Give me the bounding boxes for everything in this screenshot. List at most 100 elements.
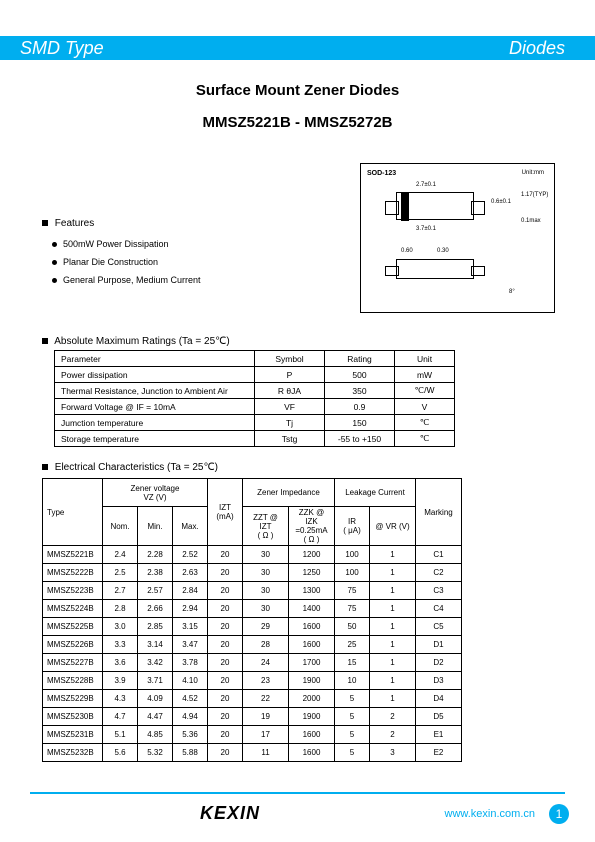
table-cell: 0.9	[325, 399, 395, 415]
feature-item: Planar Die Construction	[42, 257, 201, 267]
table-cell: Tj	[255, 415, 325, 431]
package-unit: Unit:mm	[522, 170, 544, 176]
table-row: MMSZ5226B3.33.143.4720281600251D1	[43, 636, 462, 654]
col-nom: Nom.	[103, 507, 138, 546]
table-row: Thermal Resistance, Junction to Ambient …	[55, 383, 455, 399]
col-ir: IR ( μA)	[335, 507, 370, 546]
table-cell: 1	[370, 654, 416, 672]
cathode-band	[401, 193, 409, 221]
table-cell: 1900	[289, 672, 335, 690]
table-cell: 20	[208, 690, 243, 708]
table-cell: 2.38	[138, 564, 173, 582]
table-cell: 500	[325, 367, 395, 383]
dim-h2: 1.17(TYP)	[521, 192, 548, 198]
table-cell: 2.8	[103, 600, 138, 618]
dim-w1: 2.7±0.1	[416, 182, 436, 188]
table-cell: D5	[416, 708, 462, 726]
table-cell: 1250	[289, 564, 335, 582]
col-unit: Unit	[395, 351, 455, 367]
table-cell: D1	[416, 636, 462, 654]
table-cell: 75	[335, 582, 370, 600]
table-cell: 75	[335, 600, 370, 618]
table-cell: 5	[335, 690, 370, 708]
dim-h1: 0.6±0.1	[491, 199, 511, 205]
table-cell: MMSZ5227B	[43, 654, 103, 672]
title-line-2: MMSZ5221B - MMSZ5272B	[0, 114, 595, 131]
table-cell: 20	[208, 600, 243, 618]
footer-divider	[30, 792, 565, 794]
ec-heading: Electrical Characteristics (Ta = 25℃)	[42, 462, 218, 473]
table-cell: 1	[370, 690, 416, 708]
table-cell: 5.32	[138, 744, 173, 762]
table-cell: 3.0	[103, 618, 138, 636]
table-cell: 20	[208, 744, 243, 762]
table-cell: Thermal Resistance, Junction to Ambient …	[55, 383, 255, 399]
title-line-1: Surface Mount Zener Diodes	[0, 82, 595, 99]
table-cell: 19	[243, 708, 289, 726]
round-bullet-icon	[52, 260, 57, 265]
table-cell: 2.66	[138, 600, 173, 618]
dim-b: 0.30	[437, 248, 449, 254]
table-cell: 20	[208, 726, 243, 744]
table-row: MMSZ5221B2.42.282.52203012001001C1	[43, 546, 462, 564]
table-cell: MMSZ5222B	[43, 564, 103, 582]
table-cell: 4.47	[138, 708, 173, 726]
table-row: MMSZ5231B5.14.855.362017160052E1	[43, 726, 462, 744]
col-max: Max.	[173, 507, 208, 546]
table-cell: 350	[325, 383, 395, 399]
table-cell: 1200	[289, 546, 335, 564]
table-cell: 4.52	[173, 690, 208, 708]
table-cell: C4	[416, 600, 462, 618]
table-cell: 1	[370, 564, 416, 582]
round-bullet-icon	[52, 278, 57, 283]
table-cell: C1	[416, 546, 462, 564]
table-cell: 1	[370, 672, 416, 690]
table-row: MMSZ5227B3.63.423.7820241700151D2	[43, 654, 462, 672]
table-cell: MMSZ5232B	[43, 744, 103, 762]
table-row: MMSZ5232B5.65.325.882011160053E2	[43, 744, 462, 762]
table-cell: 29	[243, 618, 289, 636]
table-cell: 5.1	[103, 726, 138, 744]
table-cell: Tstg	[255, 431, 325, 447]
amr-heading-text: Absolute Maximum Ratings (Ta = 25℃)	[54, 336, 229, 347]
table-cell: 30	[243, 564, 289, 582]
table-cell: 17	[243, 726, 289, 744]
round-bullet-icon	[52, 242, 57, 247]
table-cell: mW	[395, 367, 455, 383]
table-row: MMSZ5223B2.72.572.8420301300751C3	[43, 582, 462, 600]
table-row: MMSZ5230B4.74.474.942019190052D5	[43, 708, 462, 726]
dim-c: 8°	[509, 289, 515, 295]
dim-a: 0.60	[401, 248, 413, 254]
table-cell: 5	[335, 726, 370, 744]
table-cell: 4.94	[173, 708, 208, 726]
table-cell: MMSZ5226B	[43, 636, 103, 654]
package-label: SOD-123	[367, 170, 396, 177]
table-cell: 2.63	[173, 564, 208, 582]
col-rating: Rating	[325, 351, 395, 367]
square-bullet-icon	[42, 338, 48, 344]
table-cell: Power dissipation	[55, 367, 255, 383]
table-cell: 1900	[289, 708, 335, 726]
table-cell: 1	[370, 546, 416, 564]
table-cell: MMSZ5231B	[43, 726, 103, 744]
amr-table: Parameter Symbol Rating Unit Power dissi…	[54, 350, 455, 447]
table-cell: 4.7	[103, 708, 138, 726]
table-row: MMSZ5225B3.02.853.1520291600501C5	[43, 618, 462, 636]
table-cell: MMSZ5229B	[43, 690, 103, 708]
table-cell: 24	[243, 654, 289, 672]
table-cell: 30	[243, 582, 289, 600]
table-cell: 2.5	[103, 564, 138, 582]
table-cell: 2.57	[138, 582, 173, 600]
table-cell: 2.4	[103, 546, 138, 564]
table-cell: 1	[370, 618, 416, 636]
table-cell: 3	[370, 744, 416, 762]
table-cell: D3	[416, 672, 462, 690]
table-cell: 150	[325, 415, 395, 431]
table-cell: 2.85	[138, 618, 173, 636]
col-zener-voltage: Zener voltage VZ (V)	[103, 479, 208, 507]
table-cell: P	[255, 367, 325, 383]
table-cell: 20	[208, 672, 243, 690]
features-heading: Features	[42, 218, 201, 229]
col-leakage: Leakage Current	[335, 479, 416, 507]
table-cell: 1600	[289, 744, 335, 762]
